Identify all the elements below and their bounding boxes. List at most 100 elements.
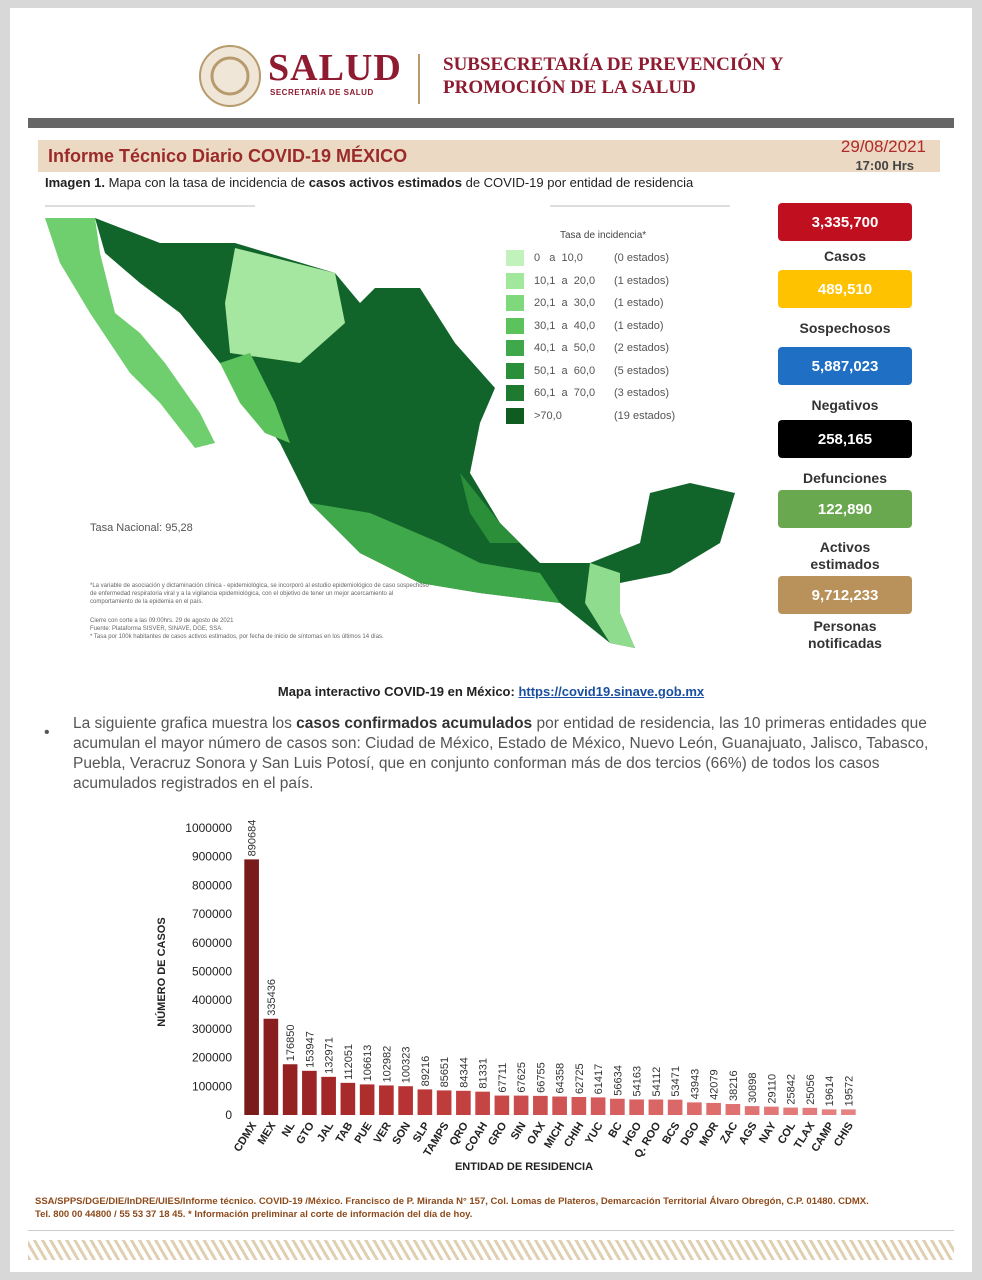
legend-range: 10,1 a 20,0 — [534, 274, 596, 287]
y-axis-label: NÚMERO DE CASOS — [155, 917, 168, 1026]
data-label: 132971 — [324, 1037, 336, 1074]
legend-row: 40,1 a 50,0 (2 estados) — [506, 337, 706, 360]
y-tick-label: 1000000 — [185, 821, 232, 835]
legend-row: 50,1 a 60,0 (5 estados) — [506, 360, 706, 383]
x-tick-label: BC — [606, 1120, 625, 1140]
legend-range: 50,1 a 60,0 — [534, 364, 596, 377]
bar — [513, 1095, 529, 1115]
document: SALUD SECRETARÍA DE SALUD SUBSECRETARÍA … — [10, 8, 972, 1272]
stat-label: Personas notificadas — [808, 618, 882, 651]
map — [45, 205, 735, 648]
data-label: 29110 — [766, 1074, 778, 1104]
data-label: 54112 — [651, 1067, 663, 1097]
y-tick-label: 400000 — [192, 993, 232, 1007]
data-label: 19614 — [824, 1076, 836, 1107]
bar — [610, 1098, 625, 1115]
stat-label: Sospechosos — [799, 320, 891, 336]
legend-count: (0 estados) — [614, 252, 670, 265]
x-tick-label: VER — [372, 1120, 394, 1146]
bar — [802, 1107, 818, 1115]
bar — [552, 1096, 567, 1115]
map-link[interactable]: https://covid19.sinave.gob.mx — [518, 684, 705, 699]
bar — [571, 1096, 587, 1115]
seal-inner — [210, 56, 250, 96]
legend-swatch — [506, 272, 524, 289]
bar — [821, 1109, 837, 1115]
x-tick-label: MOR — [697, 1120, 721, 1148]
report-time: 17:00 Hrs — [855, 158, 914, 173]
map-rate-note: * Tasa por 100k habitantes de casos acti… — [90, 634, 384, 640]
legend-swatch — [506, 385, 524, 402]
legend-count: (19 estados) — [614, 409, 676, 422]
y-tick-label: 100000 — [192, 1079, 232, 1093]
legend-row: 30,1 a 40,0 (1 estado) — [506, 315, 706, 338]
stat-value: 3,335,700 — [778, 203, 912, 241]
region-south — [310, 503, 560, 603]
x-tick-label: MICH — [542, 1120, 567, 1150]
report-date: 29/08/2021 — [840, 137, 926, 156]
bar — [379, 1085, 394, 1115]
bar — [706, 1102, 721, 1115]
bar — [667, 1099, 683, 1115]
legend-count: (1 estado) — [614, 297, 664, 310]
paragraph-text: por entidad de residencia, las 10 primer… — [73, 715, 929, 792]
x-tick-label: MEX — [256, 1120, 279, 1147]
caption-lead: Imagen 1. — [45, 175, 105, 190]
x-tick-label: GRO — [486, 1120, 510, 1148]
stat-value: 9,712,233 — [778, 576, 912, 614]
title-bar — [38, 140, 940, 172]
map-legend: Tasa de incidencia* 0 a 10,0 (0 estados) 1… — [506, 230, 706, 427]
bar — [475, 1091, 490, 1115]
stat-label: Negativos — [811, 397, 879, 413]
paragraph: La siguiente grafica muestra los casos c… — [73, 714, 943, 794]
footer-rule — [28, 1230, 954, 1231]
bar — [725, 1104, 741, 1115]
legend-row: 60,1 a 70,0 (3 estados) — [506, 382, 706, 405]
legend-count: (1 estados) — [614, 274, 670, 287]
footer-ornament — [28, 1240, 954, 1260]
subsecretaria-line1: SUBSECRETARÍA DE PREVENCIÓN Y — [443, 54, 784, 75]
brand-sub: SECRETARÍA DE SALUD — [270, 88, 374, 97]
bar — [321, 1076, 336, 1115]
paragraph-text: La siguiente grafica muestra los — [73, 715, 297, 732]
bar — [841, 1109, 856, 1115]
data-label: 30898 — [747, 1073, 759, 1104]
bar — [648, 1099, 664, 1115]
legend-range: 60,1 a 70,0 — [534, 387, 596, 400]
data-label: 890684 — [247, 820, 259, 857]
seal — [199, 45, 261, 107]
data-label: 335436 — [266, 979, 278, 1016]
image-caption: Imagen 1. Mapa con la tasa de incidencia… — [45, 175, 693, 190]
legend-range: >70,0 — [534, 409, 562, 422]
data-label: 67625 — [516, 1062, 528, 1093]
bullet: • — [44, 724, 50, 741]
legend-count: (5 estados) — [614, 364, 670, 377]
data-label: 84344 — [458, 1057, 470, 1088]
x-tick-label: JAL — [315, 1120, 336, 1144]
x-tick-label: PUE — [353, 1120, 375, 1146]
bar — [687, 1102, 702, 1115]
legend-swatch — [506, 317, 524, 334]
data-label: 38216 — [728, 1070, 740, 1101]
x-tick-label: NL — [280, 1120, 298, 1139]
legend-count: (1 estado) — [614, 319, 664, 332]
caption-bold: casos activos estimados — [308, 175, 462, 190]
stat-value: 489,510 — [778, 270, 912, 308]
subsecretaria-line2: PROMOCIÓN DE LA SALUD — [443, 77, 696, 98]
stat-value: 5,887,023 — [778, 347, 912, 385]
bar — [263, 1018, 279, 1115]
legend-title: Tasa de incidencia* — [560, 230, 647, 241]
header-bar — [28, 118, 954, 128]
caption-text: Mapa con la tasa de incidencia de — [104, 175, 309, 190]
bar — [629, 1099, 644, 1115]
legend-range: 30,1 a 40,0 — [534, 319, 596, 332]
map-source: Fuente: Plataforma SISVER, SINAVE, DGE, … — [90, 626, 223, 632]
caption-text: de COVID-19 por entidad de residencia — [461, 175, 694, 190]
data-label: 176850 — [285, 1025, 297, 1062]
bar — [744, 1106, 760, 1115]
bar — [244, 859, 259, 1115]
data-label: 81331 — [478, 1058, 490, 1089]
bar — [359, 1084, 375, 1115]
data-label: 66755 — [535, 1062, 547, 1093]
